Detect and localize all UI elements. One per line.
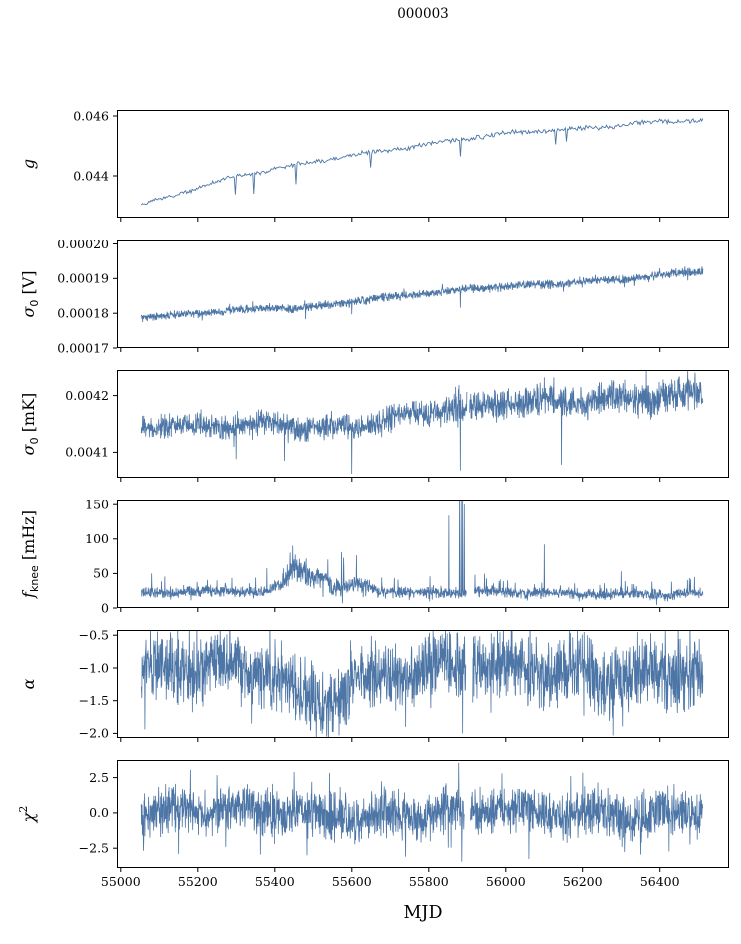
y-tick-label: 0.0041 — [65, 445, 109, 460]
x-tick-label: 56000 — [486, 874, 526, 889]
y-tick-label: 0.00020 — [57, 240, 109, 251]
y-tick-label: 0.046 — [73, 110, 109, 123]
y-tick-label: −2.0 — [79, 726, 109, 741]
x-tick-label: 55400 — [255, 874, 295, 889]
y-tick-label: 2.5 — [89, 770, 109, 785]
y-axis-label-sigma0-V: σ0 [V] — [19, 270, 41, 317]
fknee-data-series — [140, 500, 704, 606]
x-tick-label: 55000 — [101, 874, 141, 889]
axes-frame — [117, 760, 729, 868]
y-tick-label: 100 — [85, 531, 109, 546]
figure-title: 000003 — [397, 6, 449, 22]
y-tick-label: 150 — [85, 500, 109, 512]
panel-sigma0-mK: 0.0041 0.0042 σ0 [mK] — [19, 370, 729, 482]
x-tick-label: 56400 — [640, 874, 680, 889]
y-axis-label-fknee: fknee [mHz] — [19, 510, 41, 599]
sigma0-mK-data-series — [140, 370, 704, 475]
panel-fknee: 0 50 100 150 fknee [mHz] — [19, 500, 729, 615]
panel-alpha: −2.0 −1.5 −1.0 −0.5 α — [19, 630, 729, 742]
alpha-data-series — [140, 630, 704, 738]
y-tick-label: −1.5 — [79, 693, 109, 708]
y-tick-label: −0.5 — [79, 630, 109, 643]
chi2-data-series — [140, 762, 704, 862]
y-tick-label: 0.0 — [89, 805, 109, 820]
panel-sigma0-V: 0.00017 0.00018 0.00019 0.00020 σ0 [V] — [19, 240, 729, 355]
sigma0-V-data-series — [140, 266, 704, 323]
y-tick-label: −1.0 — [79, 660, 109, 675]
y-tick-label: 0.00017 — [57, 340, 109, 355]
panel-chi2: 55000 55200 55400 55600 55800 56000 56200 56400… — [17, 760, 729, 889]
y-tick-label: 50 — [93, 566, 109, 581]
axes-frame — [117, 500, 729, 608]
y-tick-label: −2.5 — [79, 841, 109, 856]
x-axis-title: MJD — [403, 903, 443, 923]
axes-frame — [117, 110, 729, 218]
y-axis-label-g: g — [19, 159, 38, 169]
y-tick-label: 0.00018 — [57, 306, 109, 321]
axes-frame — [117, 240, 729, 348]
y-tick-label: 0.044 — [73, 168, 109, 183]
x-tick-label: 55800 — [409, 874, 449, 889]
x-tick-label: 55600 — [332, 874, 372, 889]
axes-frame — [117, 370, 729, 478]
y-axis-label-sigma0-mK: σ0 [mK] — [19, 393, 41, 456]
x-tick-label: 55200 — [178, 874, 218, 889]
axes-frame — [117, 630, 729, 738]
y-tick-label: 0.0042 — [65, 388, 109, 403]
y-axis-label-chi2: χ2 — [17, 806, 38, 824]
y-tick-label: 0.00019 — [57, 271, 109, 286]
panel-g: 0.044 0.046 g — [19, 110, 729, 222]
g-data-series — [140, 117, 704, 206]
x-tick-label: 56200 — [563, 874, 603, 889]
y-axis-label-alpha: α — [19, 678, 38, 689]
y-tick-label: 0 — [101, 600, 109, 615]
